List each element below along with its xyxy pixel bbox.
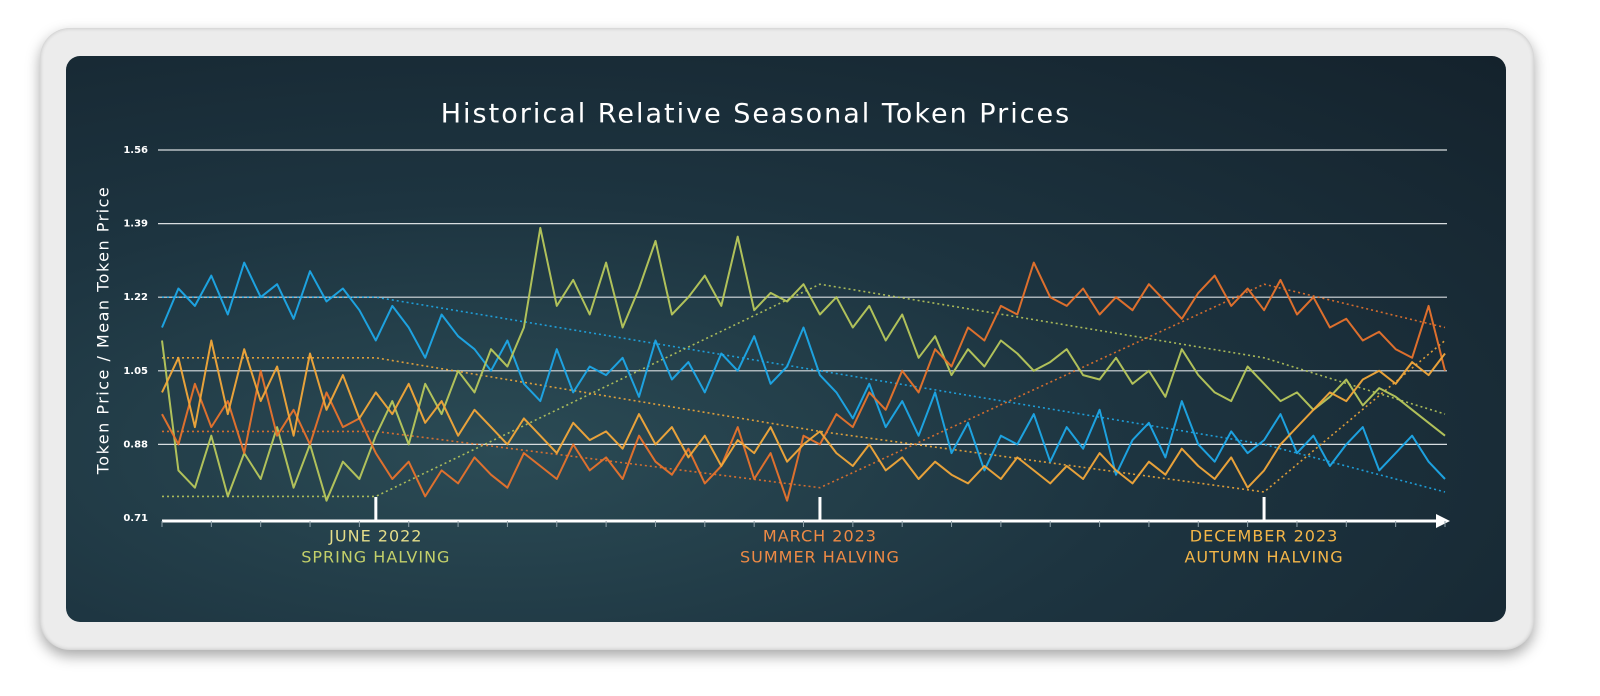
halving-name: AUTUMN HALVING (1184, 548, 1343, 567)
series-line (161, 261, 1446, 502)
trend-line (162, 296, 1446, 493)
halving-date: DECEMBER 2023 (1190, 527, 1339, 546)
y-axis-label: Token Price / Mean Token Price (94, 186, 113, 476)
series-line (161, 226, 1446, 502)
series-line (161, 261, 1446, 480)
trend-line (162, 283, 1446, 498)
y-tick-label: 0.88 (123, 439, 148, 450)
series-line (161, 339, 1446, 489)
trend-line (162, 283, 1446, 489)
halving-date: MARCH 2023 (763, 527, 877, 546)
y-tick-label: 1.39 (123, 219, 148, 230)
x-axis-arrow (1436, 514, 1450, 528)
halving-date: JUNE 2022 (328, 527, 422, 546)
y-tick-label: 1.22 (123, 292, 148, 303)
halving-name: SUMMER HALVING (740, 548, 900, 567)
y-tick-label: 1.56 (123, 145, 148, 156)
chart-title: Historical Relative Seasonal Token Price… (441, 99, 1071, 130)
y-tick-label: 0.71 (123, 513, 148, 524)
trend-line (162, 339, 1446, 493)
halving-name: SPRING HALVING (301, 548, 450, 567)
y-tick-label: 1.05 (123, 366, 148, 377)
